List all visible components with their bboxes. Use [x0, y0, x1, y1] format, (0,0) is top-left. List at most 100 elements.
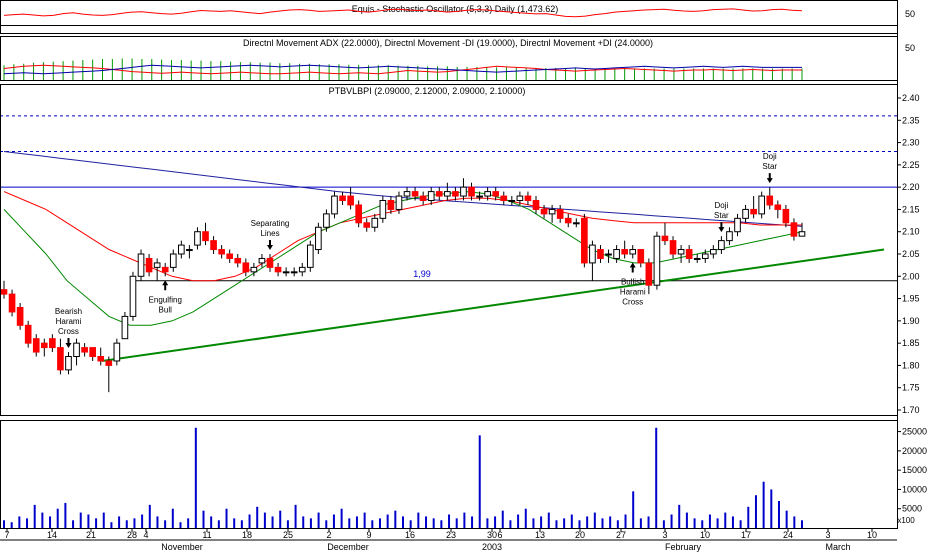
candle-body — [210, 240, 217, 251]
x-tick-label: 17 — [741, 530, 751, 540]
candlestick — [121, 311, 129, 340]
price-levels — [0, 115, 897, 282]
candle-body — [661, 235, 669, 242]
ma-green-line — [3, 191, 803, 326]
candle-body — [347, 195, 354, 206]
x-tick-label: 24 — [783, 530, 793, 540]
candle-body — [460, 186, 467, 197]
candlestick — [435, 187, 443, 201]
candlestick — [798, 222, 806, 237]
price-tick-label: 1.80 — [902, 360, 920, 370]
candle-body — [266, 257, 274, 268]
price-tick-label: 2.15 — [902, 204, 920, 214]
candlestick — [548, 204, 556, 223]
candle-body — [613, 249, 620, 259]
candle-body — [0, 289, 8, 295]
x-tick-label: 28 — [127, 530, 137, 540]
annotation-arrow — [162, 280, 169, 291]
candlestick — [339, 191, 346, 205]
x-tick-label: 11 — [202, 530, 211, 540]
candlestick — [661, 222, 669, 246]
dmi-tick-label: 50 — [905, 43, 915, 53]
ma-red-line — [3, 191, 802, 282]
volume-tick-label: 20000 — [902, 446, 927, 456]
candlestick — [613, 245, 620, 263]
candlestick — [572, 218, 580, 228]
candle-body — [298, 266, 306, 273]
annotation-text: Engulfing — [149, 295, 182, 304]
price-tick-label: 2.20 — [902, 182, 920, 192]
x-tick-label: 14 — [47, 530, 57, 540]
candlestick — [621, 240, 628, 259]
price-tick-label: 2.00 — [902, 271, 920, 281]
candle-body — [323, 213, 330, 228]
x-tick-label: 7 — [4, 530, 9, 540]
month-label: 2003 — [482, 542, 502, 552]
candlestick — [379, 196, 387, 223]
candlestick — [57, 338, 64, 375]
pattern-annotations: BearishHaramiCrossEngulfingBullSeparatin… — [55, 152, 777, 349]
candle-body — [452, 191, 459, 197]
annotation-text: Bullish — [621, 277, 645, 286]
candle-body — [516, 195, 524, 202]
candle-body — [629, 249, 637, 255]
annotation-arrow — [65, 338, 72, 349]
candlestick — [226, 249, 234, 263]
x-tick-label: 21 — [86, 530, 96, 540]
candle-body — [637, 249, 645, 264]
candlestick — [234, 254, 242, 268]
volume-bars — [3, 427, 803, 528]
price-tick-label: 2.30 — [902, 138, 920, 148]
candle-body — [113, 342, 121, 362]
candlestick — [669, 236, 677, 259]
candle-body — [218, 249, 225, 255]
candlestick — [16, 303, 24, 330]
candle-body — [645, 262, 653, 286]
candlestick — [129, 271, 137, 321]
candlestick — [581, 213, 588, 268]
x-tick-label: 3 — [662, 530, 667, 540]
month-label: November — [161, 542, 203, 552]
candle-body — [49, 338, 56, 349]
candle-body — [194, 231, 201, 246]
candlestick — [387, 196, 395, 214]
candlestick — [605, 249, 612, 263]
price-tick-label: 1.95 — [902, 294, 920, 304]
candle-body — [798, 231, 806, 237]
price-tick-label: 2.35 — [902, 115, 920, 125]
price-tick-label: 2.25 — [902, 160, 920, 170]
x-tick-label: 3 — [825, 530, 830, 540]
candlestick — [282, 267, 290, 277]
candlestick — [710, 245, 717, 259]
candlestick — [250, 262, 258, 277]
di-lines — [3, 64, 802, 75]
candle-body — [484, 191, 491, 197]
candle-body — [169, 253, 177, 268]
candle-body — [782, 208, 790, 224]
candle-body — [202, 231, 209, 242]
candle-body — [718, 240, 725, 251]
candle-body — [315, 226, 322, 251]
x-tick-label: 10 — [867, 530, 877, 540]
candlestick — [161, 262, 169, 277]
annotation-text: Bull — [159, 305, 173, 314]
candlestick — [774, 200, 782, 219]
candlestick — [758, 191, 766, 219]
candle-body — [605, 253, 612, 256]
month-axis: November December 2003 February March — [0, 539, 897, 552]
candle-body — [282, 271, 290, 274]
candle-body — [65, 356, 72, 371]
candlestick — [637, 249, 645, 268]
candle-body — [331, 195, 338, 215]
candlestick — [508, 196, 516, 205]
candlestick — [323, 209, 330, 232]
x-tick-label: 18 — [242, 530, 252, 540]
candlestick — [331, 191, 338, 219]
candle-body — [234, 257, 242, 264]
candlestick — [742, 204, 749, 223]
candle-body — [734, 217, 741, 233]
candlestick — [685, 245, 693, 263]
stochastic-tick-label: 50 — [905, 9, 915, 19]
candle-body — [250, 266, 258, 273]
